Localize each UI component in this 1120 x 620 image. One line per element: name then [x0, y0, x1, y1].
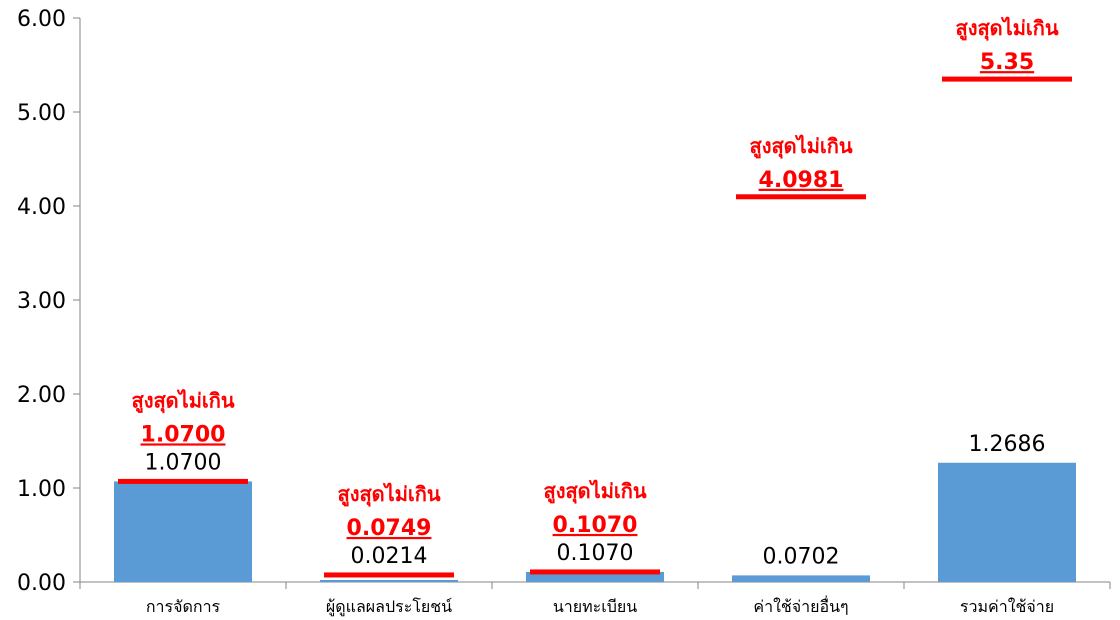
- bar: [114, 481, 252, 582]
- limit-line: [324, 572, 454, 578]
- data-label: 0.0214: [351, 544, 428, 569]
- data-label: 1.0700: [145, 450, 222, 475]
- limit-caption: สูงสุดไม่เกิน: [749, 134, 852, 160]
- bar: [938, 462, 1076, 582]
- x-category-label: ค่าใช้จ่ายอื่นๆ: [753, 595, 848, 616]
- y-tick-label: 4.00: [17, 195, 66, 220]
- limit-caption: สูงสุดไม่เกิน: [955, 16, 1058, 42]
- data-label: 0.1070: [557, 541, 634, 566]
- limit-value-label: 1.0700: [141, 422, 226, 447]
- limit-value-label: 0.0749: [347, 516, 432, 541]
- limit-line: [942, 76, 1072, 82]
- limit-value-label: 0.1070: [553, 513, 638, 538]
- data-label: 0.0702: [763, 544, 840, 569]
- limit-caption: สูงสุดไม่เกิน: [131, 388, 234, 414]
- limit-value-label: 4.0981: [759, 168, 844, 193]
- x-category-label: การจัดการ: [146, 597, 221, 616]
- bar: [732, 575, 870, 582]
- y-tick-label: 3.00: [17, 289, 66, 314]
- limit-line: [118, 478, 248, 484]
- x-category-label: รวมค่าใช้จ่าย: [960, 597, 1054, 616]
- bar: [526, 571, 664, 582]
- y-tick-label: 6.00: [17, 7, 66, 32]
- data-label: 1.2686: [969, 432, 1046, 457]
- bar: [320, 579, 458, 582]
- y-tick-label: 5.00: [17, 101, 66, 126]
- limit-line: [736, 194, 866, 200]
- x-category-label: นายทะเบียน: [553, 597, 637, 616]
- y-tick-label: 0.00: [17, 571, 66, 596]
- limit-caption: สูงสุดไม่เกิน: [543, 479, 646, 505]
- x-category-label: ผู้ดูแลผลประโยชน์: [326, 597, 452, 617]
- limit-line: [530, 569, 660, 575]
- y-tick-label: 1.00: [17, 477, 66, 502]
- y-tick-label: 2.00: [17, 383, 66, 408]
- limit-caption: สูงสุดไม่เกิน: [337, 482, 440, 508]
- limit-value-label: 5.35: [980, 50, 1034, 75]
